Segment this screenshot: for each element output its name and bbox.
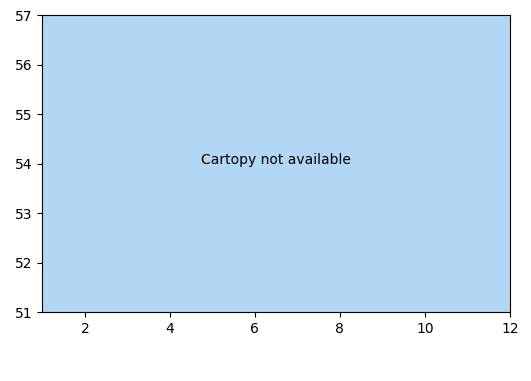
- Text: Cartopy not available: Cartopy not available: [201, 153, 351, 167]
